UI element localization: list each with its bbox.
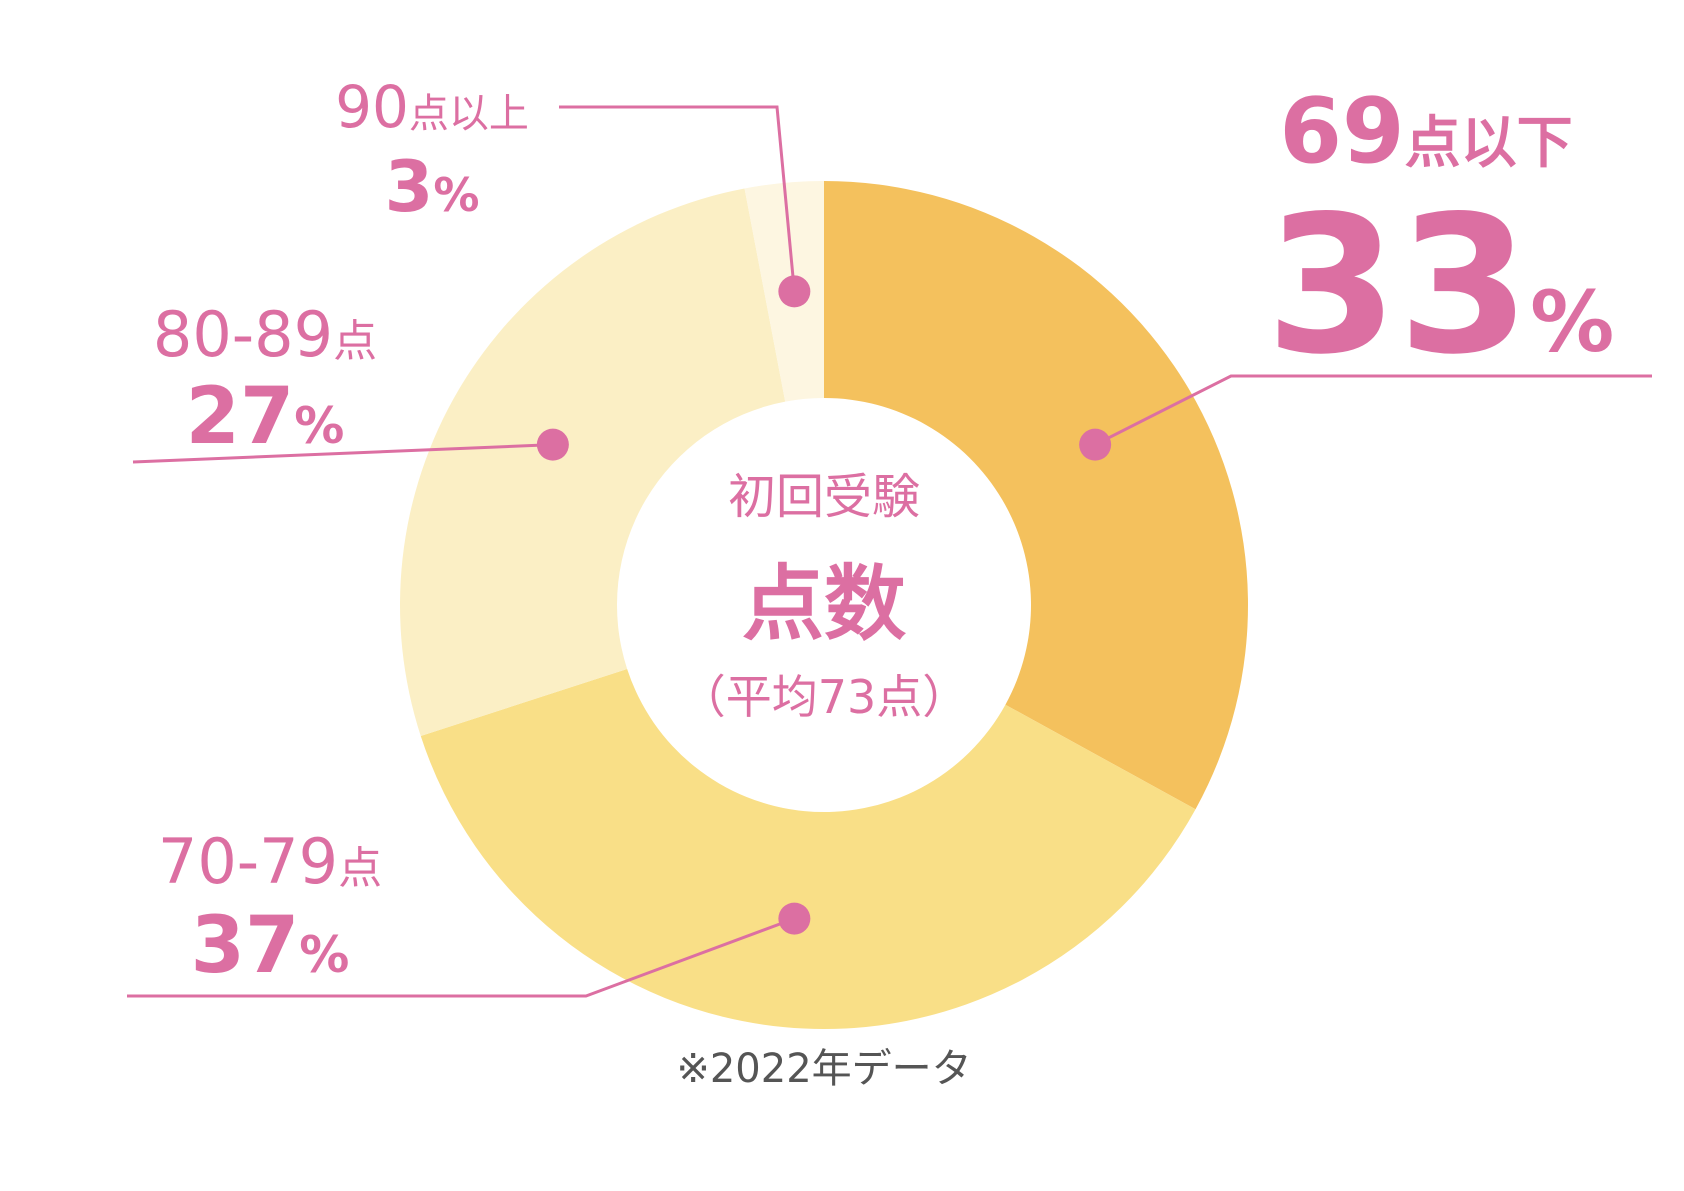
center-sub: （平均73点）	[680, 670, 969, 724]
donut-slice	[420, 668, 1196, 1030]
leader-line	[127, 917, 795, 998]
category-label: 90点以上	[335, 73, 529, 141]
leader-dot	[778, 275, 811, 308]
value-label: 33%	[1266, 175, 1615, 396]
leader-dot	[536, 428, 569, 461]
center-title: 初回受験	[728, 469, 920, 525]
donut-slice	[824, 181, 1249, 810]
leader-line	[132, 443, 553, 464]
category-label: 70-79点	[158, 825, 382, 898]
category-label: 69点以下	[1279, 79, 1572, 184]
category-label: 80-89点	[153, 298, 377, 371]
leader-dot	[1079, 428, 1112, 461]
center-main: 点数	[742, 557, 906, 652]
value-label: 37%	[191, 901, 350, 991]
value-label: 3%	[385, 146, 480, 228]
donut	[400, 181, 1249, 1030]
leader-dot	[778, 902, 811, 935]
leader-line	[559, 105, 796, 292]
value-label: 27%	[186, 372, 345, 462]
leader-line	[1094, 374, 1652, 446]
footnote: ※2022年データ	[676, 1046, 971, 1092]
donut-slice	[400, 188, 786, 737]
